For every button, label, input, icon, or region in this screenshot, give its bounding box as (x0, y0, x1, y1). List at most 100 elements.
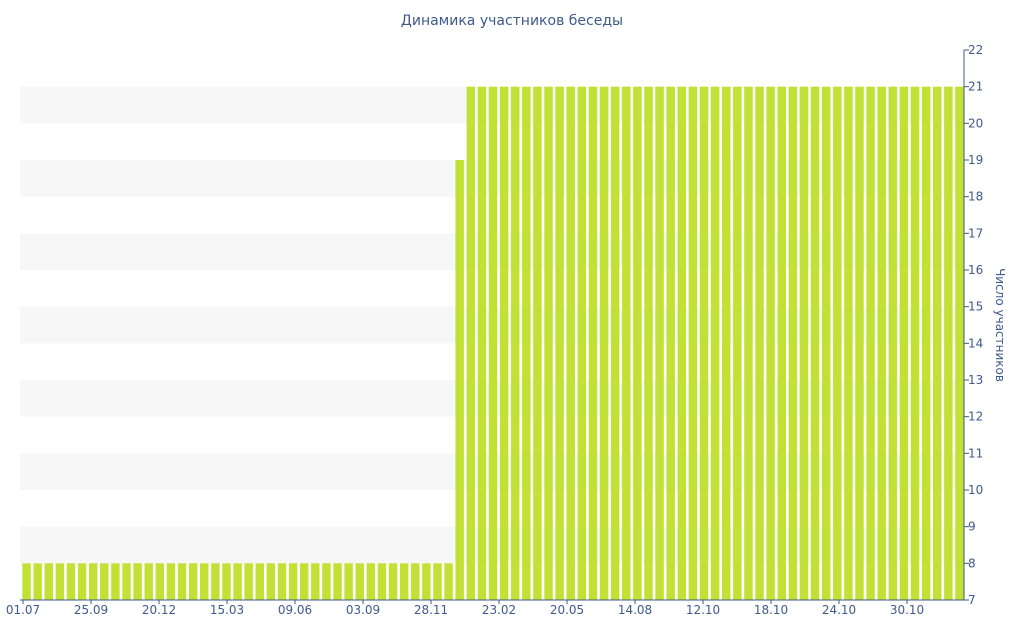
bar[interactable] (244, 563, 253, 600)
bar[interactable] (344, 563, 353, 600)
y-axis: 7 8 9 10 11 12 13 14 15 16 17 18 19 20 21 22 (963, 43, 983, 607)
bar[interactable] (277, 563, 287, 600)
x-tick-label: 24.10 (822, 603, 856, 617)
bar[interactable] (299, 563, 309, 600)
bar[interactable] (455, 160, 464, 600)
bar[interactable] (477, 86, 487, 600)
bar[interactable] (133, 563, 142, 600)
bar[interactable] (111, 563, 120, 600)
bar[interactable] (799, 86, 809, 600)
y-tick-label: 18 (968, 190, 983, 204)
bar[interactable] (744, 86, 753, 600)
bar[interactable] (444, 563, 453, 600)
bar[interactable] (710, 86, 720, 600)
bar[interactable] (366, 563, 376, 600)
y-tick-label: 17 (968, 226, 983, 240)
bar[interactable] (533, 86, 542, 600)
bar[interactable] (910, 86, 920, 600)
bar[interactable] (677, 86, 687, 600)
bar[interactable] (77, 563, 87, 600)
bar[interactable] (55, 563, 65, 600)
y-tick-label: 9 (968, 520, 976, 534)
bar[interactable] (921, 86, 931, 600)
bar[interactable] (322, 563, 331, 600)
bar[interactable] (422, 563, 431, 600)
bar[interactable] (155, 563, 165, 600)
bar[interactable] (766, 86, 775, 600)
bar[interactable] (544, 86, 553, 600)
bar[interactable] (399, 563, 409, 600)
bar[interactable] (810, 86, 820, 600)
bar[interactable] (200, 563, 209, 600)
bar[interactable] (622, 86, 631, 600)
bar[interactable] (188, 563, 198, 600)
bar[interactable] (333, 563, 342, 600)
bar[interactable] (655, 86, 664, 600)
bar[interactable] (722, 86, 731, 600)
bar[interactable] (499, 86, 509, 600)
bar[interactable] (755, 86, 764, 600)
bar[interactable] (266, 563, 276, 600)
bar[interactable] (88, 563, 98, 600)
bar[interactable] (255, 563, 264, 600)
bar[interactable] (688, 86, 698, 600)
bar[interactable] (566, 86, 575, 600)
bar[interactable] (877, 86, 886, 600)
bar[interactable] (433, 563, 442, 600)
x-tick-label: 18.10 (754, 603, 788, 617)
bar[interactable] (222, 563, 231, 600)
bar[interactable] (866, 86, 875, 600)
bar[interactable] (733, 86, 742, 600)
bar[interactable] (44, 563, 53, 600)
x-tick-label: 20.12 (142, 603, 176, 617)
bars (22, 86, 964, 600)
bar[interactable] (488, 86, 498, 600)
bar[interactable] (699, 86, 709, 600)
y-tick-label: 15 (968, 300, 983, 314)
chart-title: Динамика участников беседы (400, 13, 624, 29)
y-tick-label: 21 (968, 80, 983, 94)
bar[interactable] (888, 86, 898, 600)
bar[interactable] (955, 86, 964, 600)
bar[interactable] (599, 86, 609, 600)
bar[interactable] (377, 563, 387, 600)
bar[interactable] (311, 563, 320, 600)
bar[interactable] (555, 86, 564, 600)
bar[interactable] (899, 86, 909, 600)
y-tick-label: 22 (968, 43, 983, 57)
bar[interactable] (644, 86, 653, 600)
bar[interactable] (522, 86, 531, 600)
bar[interactable] (666, 86, 675, 600)
bar[interactable] (577, 86, 587, 600)
bar[interactable] (944, 86, 953, 600)
bar[interactable] (610, 86, 620, 600)
bar[interactable] (510, 86, 520, 600)
bar[interactable] (122, 563, 131, 600)
bar[interactable] (833, 86, 842, 600)
bar[interactable] (211, 563, 220, 600)
bar[interactable] (177, 563, 187, 600)
bar[interactable] (788, 86, 798, 600)
bar[interactable] (388, 563, 398, 600)
bar[interactable] (411, 563, 420, 600)
bar[interactable] (355, 563, 364, 600)
bar[interactable] (233, 563, 242, 600)
x-tick-label: 12.10 (686, 603, 720, 617)
bar[interactable] (821, 86, 831, 600)
bar[interactable] (22, 563, 31, 600)
bar[interactable] (633, 86, 642, 600)
bar[interactable] (144, 563, 153, 600)
bar[interactable] (100, 563, 109, 600)
bar[interactable] (66, 563, 76, 600)
bar[interactable] (588, 86, 598, 600)
bar[interactable] (466, 86, 476, 600)
bar[interactable] (844, 86, 853, 600)
bar[interactable] (777, 86, 786, 600)
bar[interactable] (166, 563, 176, 600)
y-tick-label: 12 (968, 410, 983, 424)
bar[interactable] (288, 563, 298, 600)
bar[interactable] (933, 86, 942, 600)
bar[interactable] (33, 563, 42, 600)
bar[interactable] (855, 86, 864, 600)
x-tick-label: 25.09 (74, 603, 108, 617)
